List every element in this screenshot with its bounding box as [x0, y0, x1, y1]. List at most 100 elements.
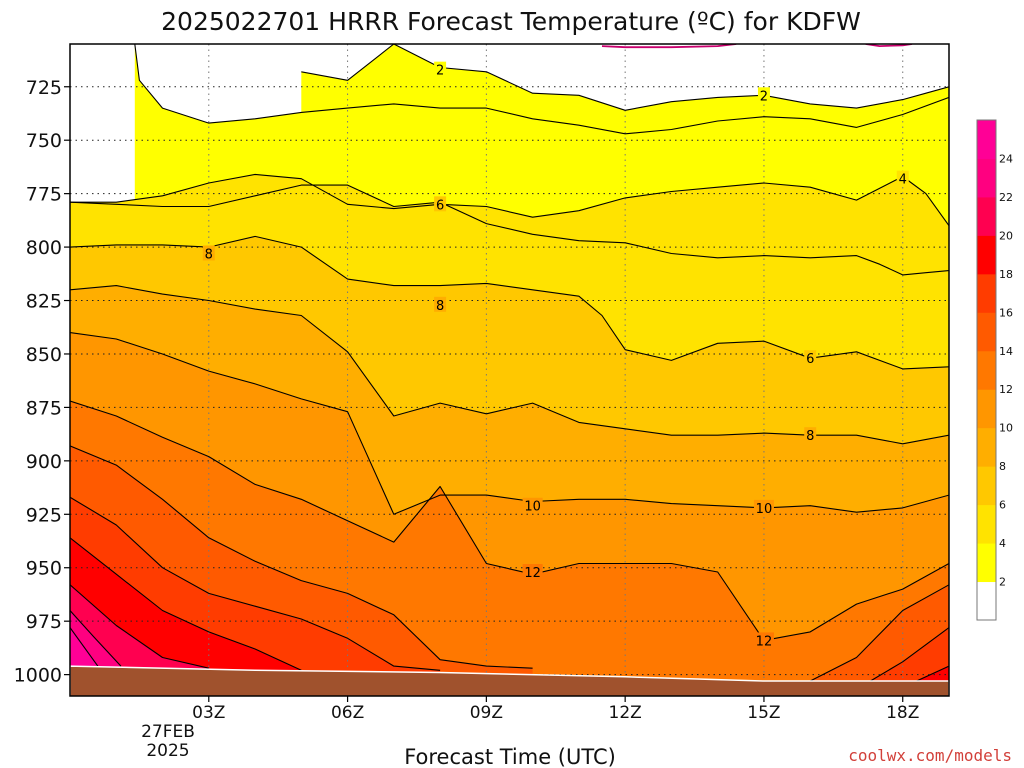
x-tick-label-15Z: 15Z	[747, 703, 780, 723]
colorbar-swatch-14	[977, 312, 996, 352]
contour-line-6-4	[70, 235, 949, 370]
colorbar-swatch-12	[977, 350, 996, 390]
contour-line-14-9	[809, 584, 949, 682]
contour-label-8-2: 8	[806, 429, 814, 444]
contour-line-8-5	[70, 285, 949, 445]
y-tick-label-925: 925	[26, 504, 62, 526]
contour-line-4-2	[70, 184, 949, 276]
contour-line-18-13	[916, 665, 949, 682]
contour-line-14-8	[70, 445, 533, 669]
contour-line-18-12	[70, 537, 302, 671]
colorbar-swatch-22	[977, 158, 996, 198]
colorbar-label-12: 12	[999, 383, 1013, 396]
contour-line-4-3	[70, 173, 949, 227]
contour-label-8-0: 8	[205, 247, 213, 262]
contour-line-2-1	[301, 44, 949, 111]
contour-label-2-0: 2	[436, 64, 444, 79]
y-tick-label-875: 875	[26, 397, 62, 419]
contour-label-6-1: 6	[806, 352, 814, 367]
contour-label-12-1: 12	[756, 634, 773, 649]
contour-label-6-0: 6	[436, 198, 444, 213]
x-tick-label-12Z: 12Z	[609, 703, 642, 723]
colorbar-label-16: 16	[999, 306, 1013, 319]
contour-label-bg	[757, 87, 770, 103]
x-axis-date-year: 2025	[146, 741, 189, 761]
contour-label-bg	[522, 564, 543, 580]
contour-label-10-1: 10	[756, 502, 773, 517]
y-tick-label-825: 825	[26, 291, 62, 313]
ground-surface	[70, 665, 949, 696]
y-tick-label-975: 975	[26, 611, 62, 633]
contour-label-bg	[522, 497, 543, 513]
chart-title: 2025022701 HRRR Forecast Temperature (ºC…	[161, 7, 861, 36]
contour-label-bg	[434, 61, 447, 77]
colorbar-label-4: 4	[999, 537, 1006, 550]
contour-line-10-6	[70, 332, 949, 515]
colorbar-swatch-18	[977, 235, 996, 275]
temperature-fills	[70, 44, 949, 696]
y-tick-label-775: 775	[26, 184, 62, 206]
x-axis-date-day: 27FEB	[141, 722, 195, 742]
contour-line-2-0	[134, 44, 949, 135]
x-axis-label: Forecast Time (UTC)	[404, 745, 616, 768]
x-tick-label-06Z: 06Z	[331, 703, 364, 723]
contour-labels: 2 2 4 6 6 8 8 8 10 10 12 12	[202, 61, 909, 649]
colorbar-swatch-10	[977, 389, 996, 429]
contour-label-2-1: 2	[760, 89, 768, 104]
colorbar-label-20: 20	[999, 229, 1013, 242]
ground-fill	[70, 665, 949, 696]
contour-label-bg	[753, 632, 774, 648]
contour-label-bg	[434, 296, 447, 312]
grid-lines	[70, 44, 949, 696]
credit-text: coolwx.com/models	[848, 746, 1012, 765]
colorbar-label-24: 24	[999, 152, 1013, 165]
contour-line-24-16	[70, 627, 99, 667]
colorbar-swatch-6	[977, 466, 996, 506]
contour-label-bg	[804, 427, 817, 443]
contour-label-bg	[804, 350, 817, 366]
contour-label-10-0: 10	[524, 500, 541, 515]
colorbar-swatch-0	[977, 581, 996, 621]
colorbar-label-14: 14	[999, 345, 1013, 358]
contour-label-bg	[896, 170, 909, 186]
colorbar-swatch-8	[977, 427, 996, 467]
contour-label-8-1: 8	[436, 299, 444, 314]
contour-line-12-7	[70, 400, 949, 641]
y-tick-label-1000: 1000	[14, 665, 62, 687]
y-tick-label-725: 725	[26, 77, 62, 99]
colorbar-label-2: 2	[999, 576, 1006, 589]
colorbar-label-6: 6	[999, 499, 1006, 512]
colorbar-swatch-4	[977, 504, 996, 544]
x-tick-label-03Z: 03Z	[192, 703, 225, 723]
contour-line-20-14	[70, 584, 209, 669]
colorbar-label-18: 18	[999, 268, 1013, 281]
contour-label-12-0: 12	[524, 566, 541, 581]
contour-lines	[70, 44, 949, 682]
contour-label-bg	[753, 499, 774, 515]
contour-label-bg	[202, 245, 215, 261]
x-axis: 03Z 06Z 09Z 12Z 15Z 18Z	[192, 696, 919, 723]
contour-line-16-10	[70, 496, 441, 671]
contour-line-22-15	[70, 610, 122, 667]
contour-label-bg	[434, 196, 447, 212]
contour-line-0-17	[601, 44, 737, 49]
colorbar-label-10: 10	[999, 422, 1013, 435]
y-tick-label-900: 900	[26, 451, 62, 473]
colorbar-swatch-16	[977, 273, 996, 313]
colorbar-label-8: 8	[999, 460, 1006, 473]
contour-label-4-0: 4	[899, 173, 907, 188]
colorbar-swatch-24	[977, 120, 996, 159]
y-tick-label-800: 800	[26, 237, 62, 259]
plot-area: 2 2 4 6 6 8 8 8 10 10 12 12	[70, 44, 949, 696]
y-axis: 725 750 775 800 825 850 875 900 925 950 975 1000	[14, 77, 70, 687]
x-tick-label-09Z: 09Z	[470, 703, 503, 723]
y-tick-label-950: 950	[26, 558, 62, 580]
y-tick-label-850: 850	[26, 344, 62, 366]
x-tick-label-18Z: 18Z	[886, 703, 919, 723]
colorbar-label-22: 22	[999, 191, 1013, 204]
contour-line-16-11	[870, 627, 949, 682]
plot-frame	[69, 43, 950, 697]
colorbar-swatch-20	[977, 196, 996, 236]
